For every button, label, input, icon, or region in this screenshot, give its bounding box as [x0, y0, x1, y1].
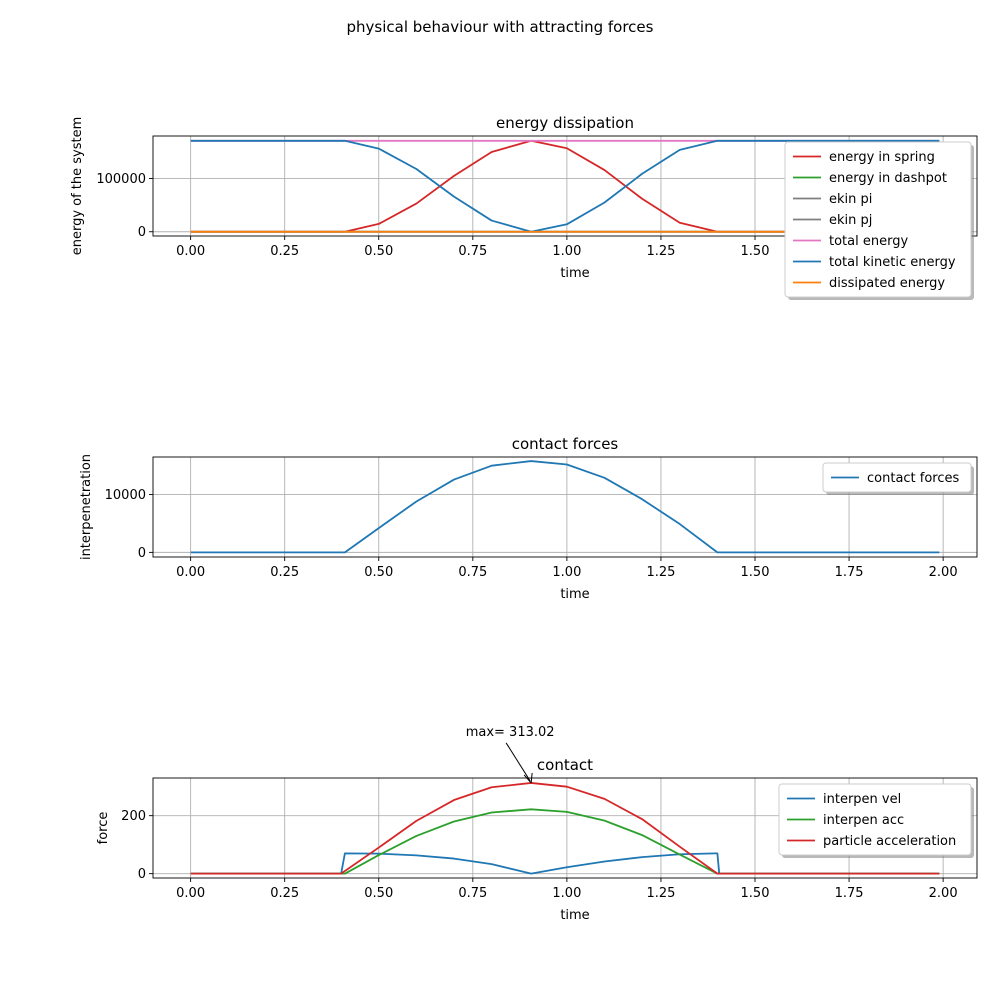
chart-1-xlabel: time: [560, 266, 589, 281]
subplot-1: 0.000.250.500.751.001.251.501.752.000100…: [70, 114, 978, 300]
chart-3-legend-label-1: interpen acc: [823, 813, 904, 828]
chart-3-xtick-label-1: 0.25: [270, 886, 299, 901]
chart-1-legend-box: [784, 141, 972, 298]
chart-1-ytick-label-1: 100000: [96, 172, 146, 187]
chart-3-xtick-label-5: 1.25: [646, 886, 675, 901]
chart-2-xtick-label-0: 0.00: [176, 565, 205, 580]
chart-1-legend-label-1: energy in dashpot: [829, 171, 947, 186]
chart-1-ylabel: energy of the system: [70, 117, 85, 256]
chart-2-xtick-label-3: 0.75: [458, 565, 487, 580]
chart-3-xtick-label-7: 1.75: [835, 886, 864, 901]
chart-1-legend-label-2: ekin pi: [829, 192, 872, 207]
chart-1-legend-label-5: total kinetic energy: [829, 255, 956, 270]
chart-1-xtick-label-1: 0.25: [270, 244, 299, 259]
chart-2-legend-label-0: contact forces: [867, 471, 960, 486]
chart-3-legend-box: [778, 783, 972, 856]
chart-1-xtick-label-5: 1.25: [646, 244, 675, 259]
subplots: 0.00 0.25 0.50 0.75 1.00 1.25 1.50 1.75 2.00 0 100…: [70, 114, 978, 923]
chart-3-annotation-arrow-head: [523, 772, 533, 784]
chart-2-series-contact-forces: [190, 460, 940, 554]
chart-3-ylabel: force: [96, 812, 111, 845]
chart-1-ytick-label-0: 0: [138, 225, 146, 240]
chart-1-title: energy dissipation: [496, 114, 634, 132]
chart-2-xtick-label-4: 1.00: [552, 565, 581, 580]
chart-1-xtick-label-4: 1.00: [552, 244, 581, 259]
chart-3-axes-frame: [152, 777, 978, 879]
chart-1-axes-frame: [152, 135, 978, 237]
chart-3-series-interpen-acc: [190, 808, 940, 875]
subplot-3: 0.00 0.25 0.50 0.75 1.00 1.25 1.50 1.75 2.00 0 200…: [96, 725, 978, 923]
figure-suptitle: physical behaviour with attracting force…: [347, 18, 654, 36]
chart-1-xtick-label-3: 0.75: [458, 244, 487, 259]
chart-2-ytick-label-1: 10000: [105, 488, 146, 503]
chart-3-ytick-label-0: 0: [138, 867, 146, 882]
chart-3-ytick-label-1: 200: [121, 809, 146, 824]
chart-3-xtick-label-0: 0.00: [176, 886, 205, 901]
chart-3-legend-label-0: interpen vel: [823, 792, 901, 807]
chart-1-xtick-label-0: 0.00: [176, 244, 205, 259]
chart-3-legend-label-2: particle acceleration: [823, 834, 956, 849]
chart-2-xlabel: time: [560, 587, 589, 602]
chart-3-xtick-label-4: 1.00: [552, 886, 581, 901]
chart-3-xtick-label-2: 0.50: [364, 886, 393, 901]
chart-1-legend-label-0: energy in spring: [829, 150, 935, 165]
chart-1-legend-label-6: dissipated energy: [829, 276, 945, 291]
chart-2-xtick-label-5: 1.25: [646, 565, 675, 580]
chart-2-legend-box: [822, 462, 972, 493]
chart-3-series-interpen-vel: [190, 852, 940, 875]
chart-1-xtick-label-2: 0.50: [364, 244, 393, 259]
chart-2-xtick-label-8: 2.00: [929, 565, 958, 580]
chart-3-annotation-text: max= 313.02: [466, 725, 555, 740]
chart-2-ytick-label-0: 0: [138, 546, 146, 561]
subplot-2: 0.00 0.25 0.50 0.75 1.00 1.25 1.50 1.75 2.00 0 100…: [79, 435, 978, 602]
chart-2-xtick-label-2: 0.50: [364, 565, 393, 580]
chart-2-xtick-label-6: 1.50: [741, 565, 770, 580]
chart-3-xtick-label-8: 2.00: [929, 886, 958, 901]
chart-2-xtick-label-1: 0.25: [270, 565, 299, 580]
chart-1-xtick-label-6: 1.50: [741, 244, 770, 259]
chart-1-legend-label-4: total energy: [829, 234, 908, 249]
chart-3-xtick-label-6: 1.50: [741, 886, 770, 901]
chart-2-axes-frame: [152, 456, 978, 558]
chart-2-title: contact forces: [512, 435, 619, 453]
chart-3-title: contact: [537, 756, 593, 774]
chart-3-annotation-arrow-line: [505, 742, 531, 782]
chart-1-legend-label-3: ekin pj: [829, 213, 872, 228]
chart-3-xlabel: time: [560, 908, 589, 923]
chart-3-xtick-label-3: 0.75: [458, 886, 487, 901]
chart-2-xtick-label-7: 1.75: [835, 565, 864, 580]
chart-2-ylabel: interpenetration: [79, 454, 94, 560]
